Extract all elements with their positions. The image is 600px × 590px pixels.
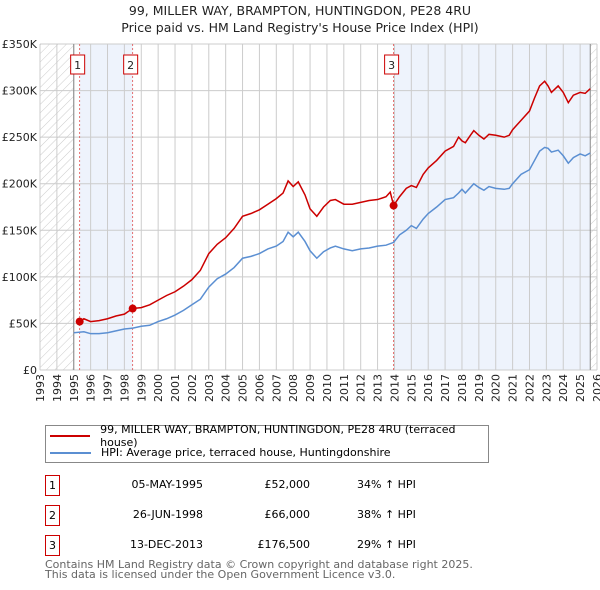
hatched-region-after-data xyxy=(590,44,597,370)
sale-label-box xyxy=(123,54,139,75)
legend-swatch-red xyxy=(50,434,91,437)
x-tick-label: 2000 xyxy=(152,374,165,402)
x-tick-label: 1995 xyxy=(68,374,81,402)
y-tick-label: £350K xyxy=(2,38,38,51)
y-tick-label: £250K xyxy=(2,131,38,144)
x-tick-label: 2012 xyxy=(355,374,368,402)
x-tick-label: 2004 xyxy=(220,374,233,402)
sale-price: £66,000 xyxy=(264,508,311,521)
sale-hpi: 38% ↑ HPI xyxy=(357,508,416,521)
x-tick-label: 2007 xyxy=(270,374,283,402)
x-tick-label: 2005 xyxy=(237,374,250,402)
y-tick-label: £0 xyxy=(23,364,37,377)
sale-date: 26-JUN-1998 xyxy=(132,508,203,521)
x-tick-label: 2015 xyxy=(405,374,418,402)
x-tick-label: 2006 xyxy=(253,374,266,402)
sale-label: 2 xyxy=(127,59,134,72)
x-tick-label: 2016 xyxy=(422,374,435,402)
y-tick-label: £200K xyxy=(2,178,38,191)
sale-row: 2 26-JUN-1998 £66,000 38% ↑ HPI xyxy=(45,505,465,526)
x-tick-label: 2018 xyxy=(456,374,469,402)
x-tick-label: 2003 xyxy=(203,374,216,402)
x-tick-label: 2020 xyxy=(490,374,503,402)
footer: Contains HM Land Registry data © Crown c… xyxy=(45,558,473,581)
chart-subtitle: Price paid vs. HM Land Registry's House … xyxy=(121,20,479,35)
shaded-period xyxy=(79,44,133,370)
x-tick-label: 1997 xyxy=(102,374,115,402)
x-tick-label: 2021 xyxy=(507,374,520,402)
x-tick-label: 2001 xyxy=(169,374,182,402)
chart-title: 99, MILLER WAY, BRAMPTON, HUNTINGDON, PE… xyxy=(128,3,472,18)
x-tick-label: 2009 xyxy=(304,374,317,402)
legend: 99, MILLER WAY, BRAMPTON, HUNTINGDON, PE… xyxy=(45,423,489,463)
sale-label-box xyxy=(70,54,86,75)
sale-price: £52,000 xyxy=(264,478,311,491)
x-tick-label: 2008 xyxy=(287,374,300,402)
legend-swatch-blue xyxy=(50,451,91,454)
y-tick-label: £300K xyxy=(2,85,38,98)
x-tick-label: 2023 xyxy=(540,374,553,402)
sale-point xyxy=(389,201,398,210)
y-tick-label: £100K xyxy=(2,271,38,284)
x-tick-label: 1999 xyxy=(135,374,148,402)
x-tick-label: 2019 xyxy=(473,374,486,402)
sale-num: 3 xyxy=(45,535,60,556)
sale-date: 05-MAY-1995 xyxy=(131,478,203,491)
legend-label: HPI: Average price, terraced house, Hunt… xyxy=(101,446,391,459)
x-tick-label: 2022 xyxy=(523,374,536,402)
sale-point xyxy=(128,304,137,313)
series-line xyxy=(79,80,591,323)
shaded-period xyxy=(393,44,591,370)
x-tick-label: 2013 xyxy=(372,374,385,402)
sale-label: 1 xyxy=(74,59,81,72)
series-line xyxy=(73,146,591,335)
x-tick-label: 2017 xyxy=(439,374,452,402)
sale-price: £176,500 xyxy=(257,538,311,551)
x-tick-label: 2002 xyxy=(186,374,199,402)
sale-num: 1 xyxy=(45,475,60,496)
sale-row: 3 13-DEC-2013 £176,500 29% ↑ HPI xyxy=(45,535,465,556)
sale-point xyxy=(75,317,84,326)
footer-line-2: This data is licensed under the Open Gov… xyxy=(45,568,396,581)
x-tick-label: 1993 xyxy=(34,374,47,402)
sale-row: 1 05-MAY-1995 £52,000 34% ↑ HPI xyxy=(45,475,465,496)
x-tick-label: 2010 xyxy=(321,374,334,402)
x-tick-label: 1994 xyxy=(51,374,64,402)
y-tick-label: £150K xyxy=(2,224,38,237)
sale-label-box xyxy=(384,54,400,75)
x-tick-label: 2026 xyxy=(591,374,600,402)
x-tick-label: 2024 xyxy=(557,374,570,402)
x-tick-label: 2011 xyxy=(338,374,351,402)
x-tick-label: 2025 xyxy=(574,374,587,402)
sale-label: 3 xyxy=(388,59,395,72)
legend-item-property: 99, MILLER WAY, BRAMPTON, HUNTINGDON, PE… xyxy=(50,423,488,449)
footer-line-1: Contains HM Land Registry data © Crown c… xyxy=(45,558,473,571)
x-tick-label: 2014 xyxy=(388,374,401,402)
sale-hpi: 29% ↑ HPI xyxy=(357,538,416,551)
legend-label: 99, MILLER WAY, BRAMPTON, HUNTINGDON, PE… xyxy=(100,422,456,449)
x-tick-label: 1998 xyxy=(118,374,131,402)
y-tick-label: £50K xyxy=(9,317,38,330)
plot-area: 1993 1994 1995 1996 1997 1998 1999 2000 2001 2002… xyxy=(2,38,600,402)
x-tick-label: 1996 xyxy=(85,374,98,402)
legend-item-hpi: HPI: Average price, terraced house, Hunt… xyxy=(50,444,391,461)
sale-date: 13-DEC-2013 xyxy=(129,538,203,551)
sale-num: 2 xyxy=(45,505,60,526)
sale-hpi: 34% ↑ HPI xyxy=(357,478,416,491)
